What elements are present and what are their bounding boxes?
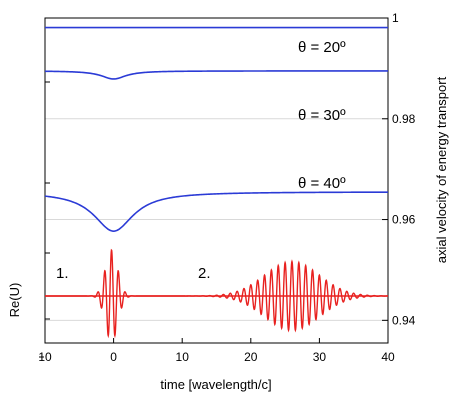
x-tick-label: 0 — [110, 350, 117, 364]
y-right-tick-label: 0.94 — [392, 313, 416, 327]
y-right-tick-label: 0.96 — [392, 213, 416, 227]
x-axis-title: time [wavelength/c] — [160, 377, 271, 392]
plot-frame — [44, 17, 389, 344]
velocity-curve — [44, 70, 388, 80]
x-tick-label: 40 — [381, 350, 395, 364]
series-label: θ = 30º — [298, 107, 346, 124]
signal-curve — [45, 248, 388, 339]
series-label: θ = 40º — [298, 175, 346, 192]
axis-ticks: 1 0.98 0.96 0.94 10 0 10 20 30 40 — [38, 11, 415, 364]
left-axis-title: Re(U) — [7, 283, 22, 318]
series-label: θ = 20º — [298, 39, 346, 56]
velocity-curve — [44, 191, 388, 232]
x-tick-label: 20 — [244, 350, 258, 364]
series-layer — [44, 26, 388, 339]
x-tick-label: 10 — [38, 350, 52, 364]
y-right-tick-label: 1 — [392, 11, 399, 25]
grid-lines — [45, 118, 388, 321]
x-tick-label: 30 — [313, 350, 327, 364]
right-axis-title: axial velocity of energy transport — [434, 76, 449, 263]
annotation-layer: θ = 20º θ = 30º θ = 40º 1. 2. — [56, 39, 346, 282]
pulse-label: 2. — [198, 265, 211, 282]
x-tick-label: 10 — [176, 350, 190, 364]
pulse-label: 1. — [56, 265, 69, 282]
y-right-tick-label: 0.98 — [392, 112, 416, 126]
